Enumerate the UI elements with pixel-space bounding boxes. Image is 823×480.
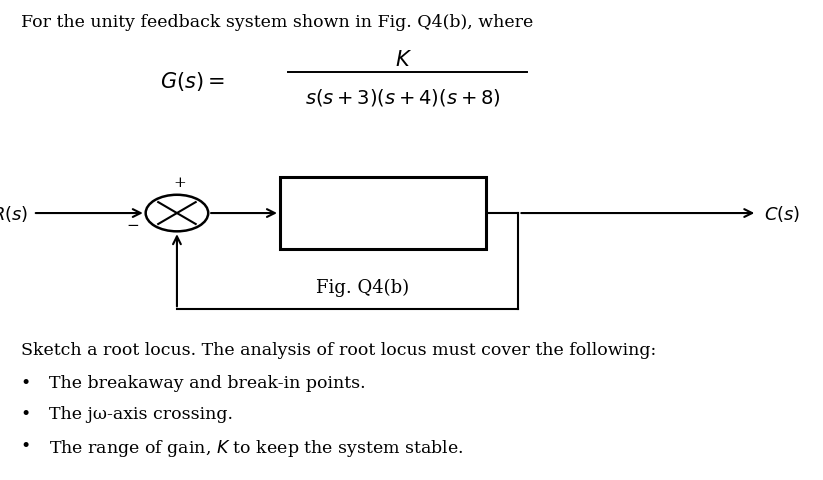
Text: $C(s)$: $C(s)$ — [764, 204, 800, 224]
Text: $R(s)$: $R(s)$ — [0, 204, 29, 224]
Text: •: • — [21, 437, 30, 454]
Text: $G(s) =$: $G(s) =$ — [160, 70, 226, 93]
Text: $G(s)$: $G(s)$ — [362, 203, 403, 224]
Text: Sketch a root locus. The analysis of root locus must cover the following:: Sketch a root locus. The analysis of roo… — [21, 341, 656, 358]
Text: For the unity feedback system shown in Fig. Q4(b), where: For the unity feedback system shown in F… — [21, 14, 532, 31]
Text: The breakaway and break-in points.: The breakaway and break-in points. — [49, 374, 366, 391]
Text: $s(s+3)(s+4)(s+8)$: $s(s+3)(s+4)(s+8)$ — [305, 86, 501, 108]
Text: +: + — [174, 176, 187, 190]
FancyBboxPatch shape — [280, 178, 486, 250]
Text: The range of gain, $K$ to keep the system stable.: The range of gain, $K$ to keep the syste… — [49, 437, 464, 458]
Text: •: • — [21, 406, 30, 422]
Text: Fig. Q4(b): Fig. Q4(b) — [315, 278, 409, 297]
Text: The jω-axis crossing.: The jω-axis crossing. — [49, 406, 234, 422]
Text: $K$: $K$ — [395, 50, 412, 70]
Text: −: − — [127, 218, 139, 232]
Text: •: • — [21, 374, 30, 391]
